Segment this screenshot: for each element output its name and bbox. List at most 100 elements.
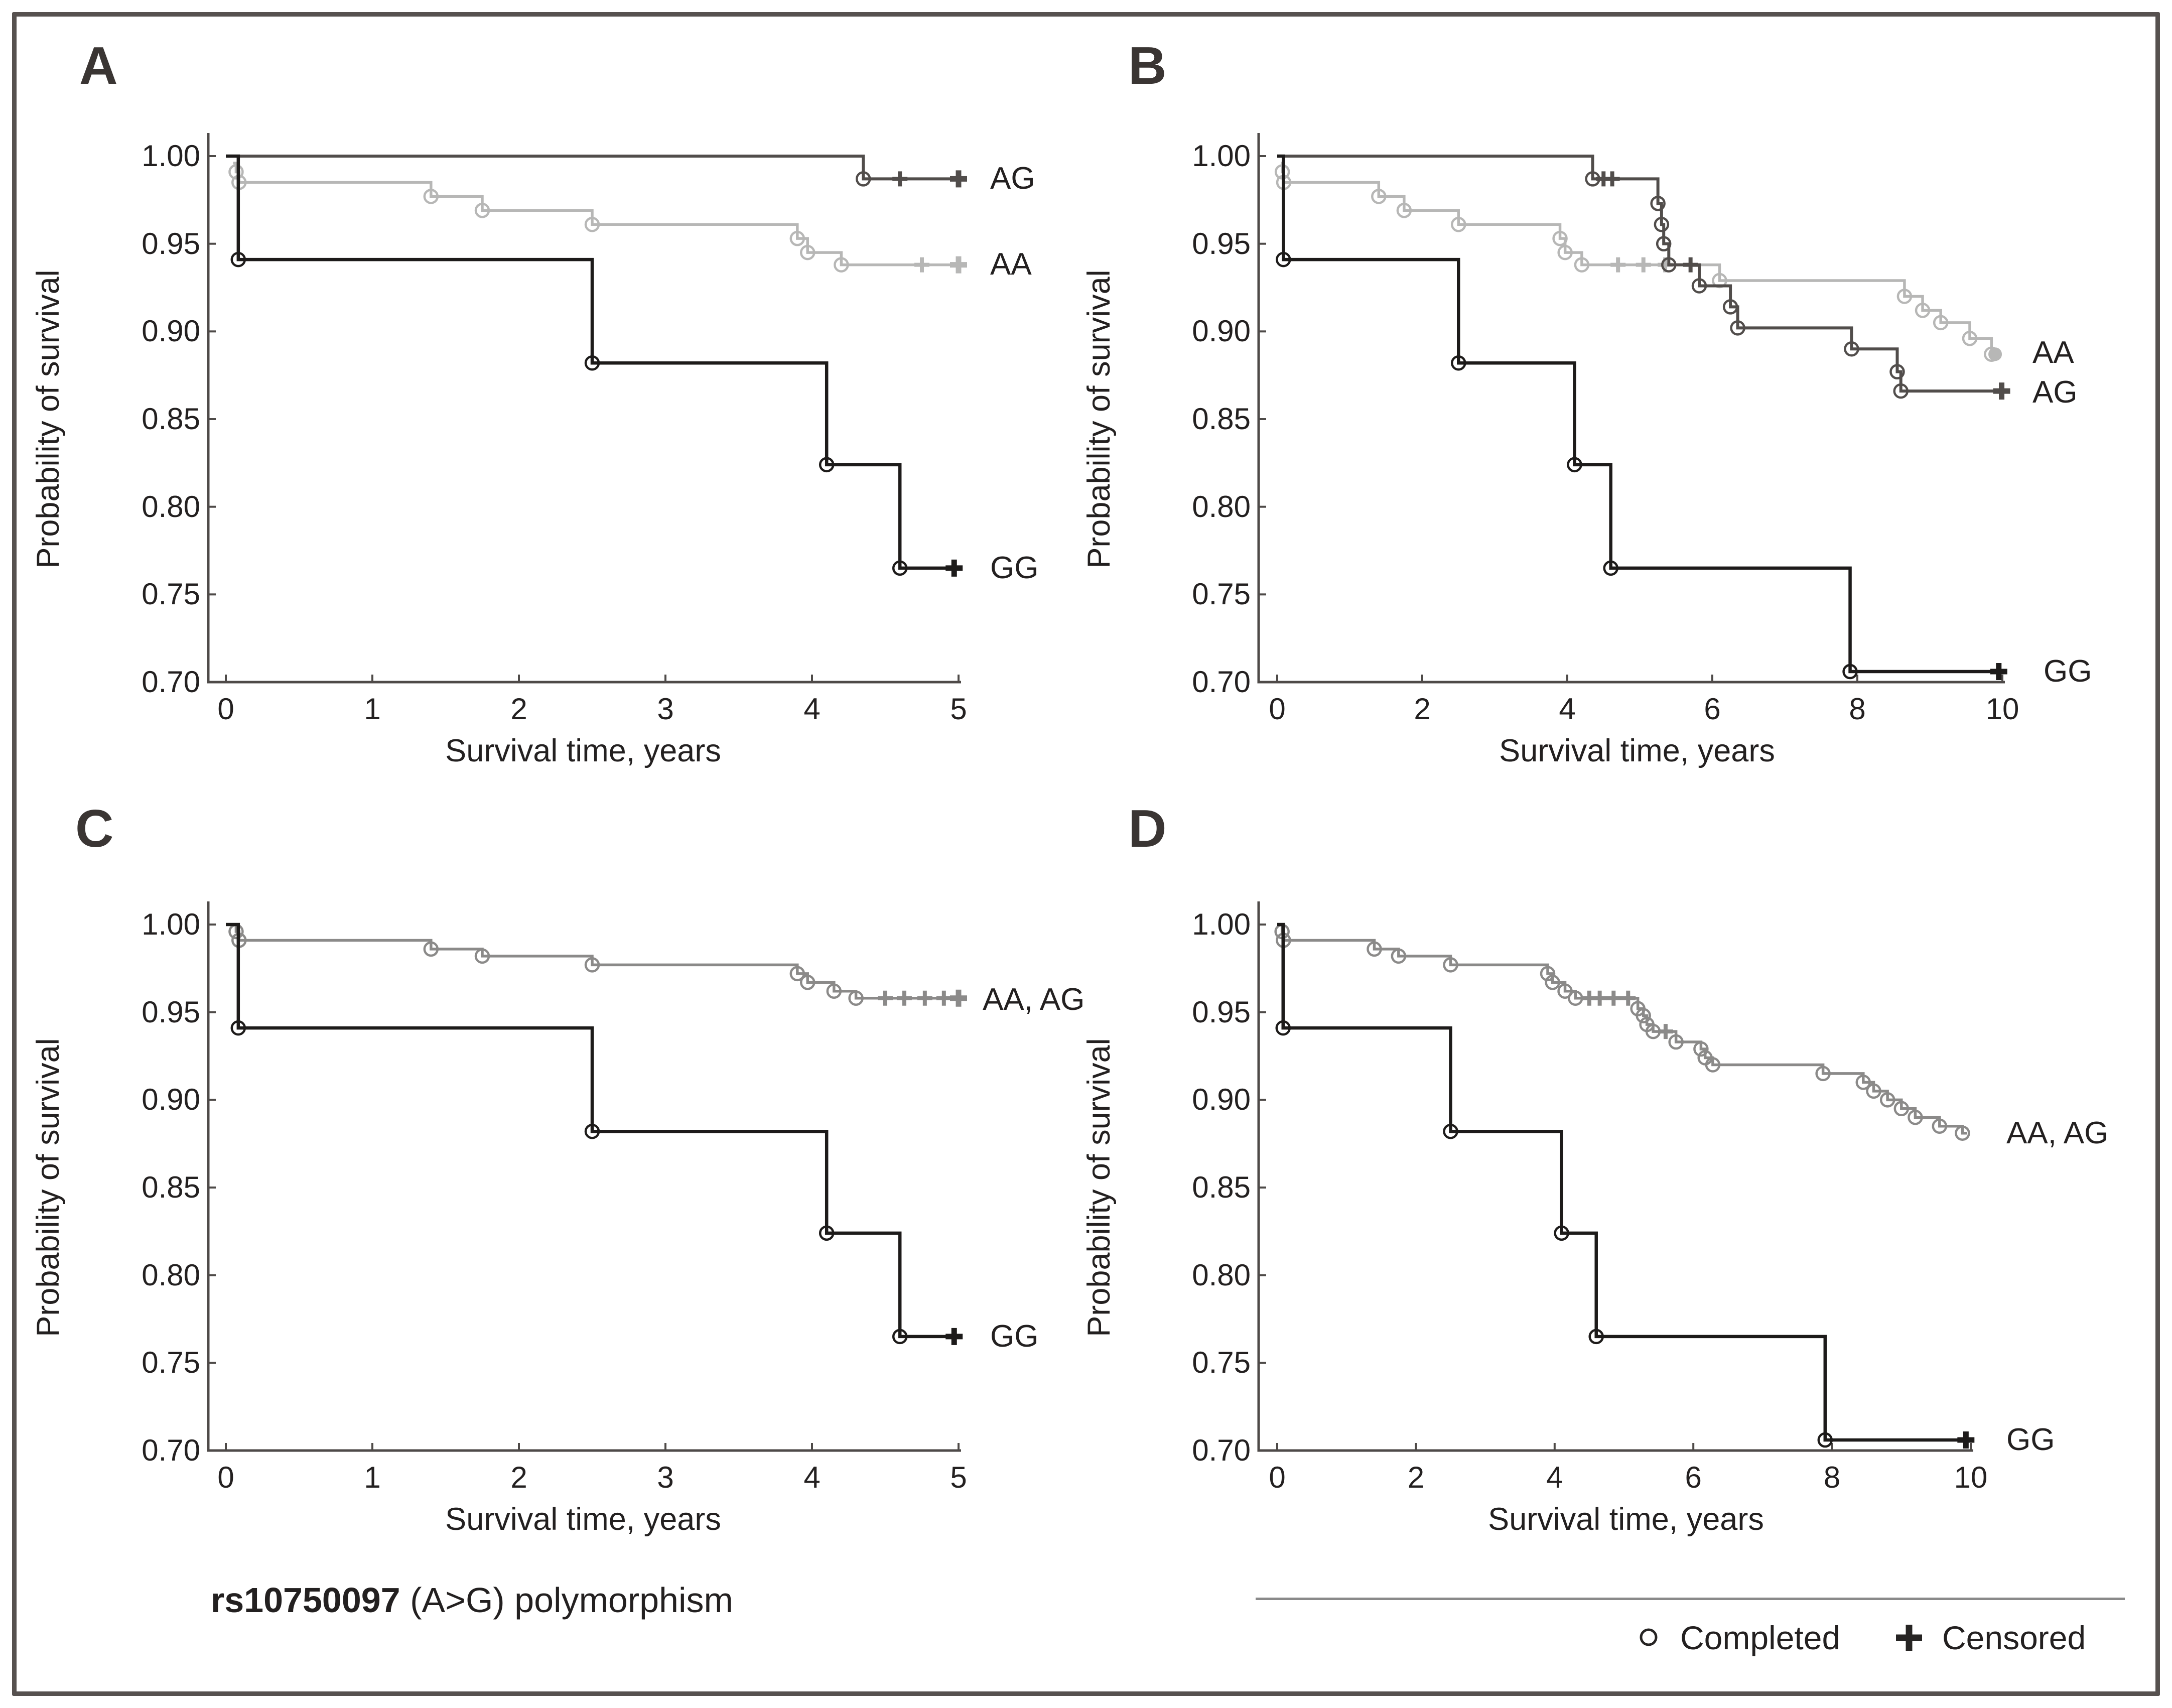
panel-d-plot xyxy=(1257,901,1975,1452)
x-tick-label: 4 xyxy=(1546,1461,1563,1494)
event-marker xyxy=(892,1329,908,1345)
event-marker xyxy=(1451,355,1466,371)
event-marker xyxy=(1962,331,1978,346)
y-tick-label: 0.90 xyxy=(142,1083,200,1117)
y-tick-label: 0.80 xyxy=(1192,489,1251,523)
curve-end-plus-marker xyxy=(950,170,967,188)
x-tick-label: 0 xyxy=(1269,1461,1286,1494)
x-axis-title-c: Survival time, years xyxy=(445,1502,721,1537)
censor-marker xyxy=(878,990,893,1006)
axis-lines xyxy=(207,133,961,684)
event-marker xyxy=(230,251,246,268)
panel-c-plot xyxy=(207,901,967,1452)
x-tick-label: 2 xyxy=(1407,1461,1425,1494)
y-tick-label: 0.95 xyxy=(142,226,200,260)
event-marker xyxy=(1275,1020,1291,1036)
event-marker xyxy=(230,1020,246,1036)
event-marker xyxy=(1693,1041,1709,1057)
curve-end-plus-marker xyxy=(945,1328,963,1345)
event-marker xyxy=(1817,1432,1833,1448)
x-tick-label: 4 xyxy=(803,1461,821,1494)
event-marker xyxy=(1557,244,1573,260)
x-axis-title-b: Survival time, years xyxy=(1499,733,1775,768)
y-axis-title-a: Probability of survival xyxy=(31,270,66,569)
completed-circle-icon xyxy=(1640,1628,1658,1646)
event-marker xyxy=(1554,1225,1569,1241)
x-tick-label: 0 xyxy=(1269,692,1286,726)
event-marker xyxy=(1893,383,1909,399)
x-tick-label: 0 xyxy=(217,1461,234,1494)
y-tick-label: 0.80 xyxy=(142,1258,200,1292)
curve-end-plus-marker xyxy=(950,989,967,1007)
x-tick-label: 2 xyxy=(1414,692,1431,726)
series-label-d-aaag: AA, AG xyxy=(2006,1116,2109,1150)
censor-marker xyxy=(892,171,908,187)
y-tick-label: 1.00 xyxy=(1192,907,1251,941)
survival-curve-aa xyxy=(1281,162,1995,356)
y-tick-label: 1.00 xyxy=(142,907,200,941)
event-marker xyxy=(1588,1329,1604,1345)
panel-a-plot xyxy=(207,133,967,684)
event-marker xyxy=(1866,1083,1881,1099)
x-tick-label: 4 xyxy=(803,692,821,726)
censor-marker xyxy=(936,990,952,1006)
event-marker xyxy=(848,990,864,1006)
event-marker xyxy=(1842,664,1858,680)
event-marker xyxy=(1540,966,1556,982)
event-marker xyxy=(819,457,835,473)
event-marker xyxy=(1855,1075,1871,1090)
x-tick-label: 6 xyxy=(1704,692,1721,726)
censored-plus-icon xyxy=(1896,1625,1922,1651)
event-marker xyxy=(584,957,600,973)
survival-curve-gg xyxy=(226,154,955,570)
legend-censored-label: Censored xyxy=(1942,1619,2086,1656)
y-axis-title-d: Probability of survival xyxy=(1081,1038,1117,1337)
censor-marker xyxy=(896,990,912,1006)
legend-divider-line xyxy=(1256,1598,2125,1600)
survival-curve-aaag xyxy=(233,923,959,1000)
x-tick-label: 1 xyxy=(364,1461,381,1494)
censor-marker xyxy=(1636,257,1651,273)
event-marker xyxy=(1557,983,1573,999)
x-tick-label: 10 xyxy=(1954,1461,1988,1494)
event-marker xyxy=(789,230,805,246)
censor-marker xyxy=(914,257,929,273)
y-axis-title-c: Probability of survival xyxy=(31,1038,66,1337)
survival-curve-ag xyxy=(1277,155,2002,393)
curve-end-plus-marker xyxy=(1993,382,2010,400)
event-marker xyxy=(1722,299,1738,315)
survival-curve-gg xyxy=(1277,154,1999,674)
panel-b-plot xyxy=(1257,133,2010,684)
event-marker xyxy=(423,189,439,204)
y-tick-label: 0.70 xyxy=(142,665,200,699)
event-marker xyxy=(1656,236,1672,251)
series-label-a-aa: AA xyxy=(990,247,1032,282)
event-marker xyxy=(1574,257,1590,273)
event-marker xyxy=(1933,315,1949,331)
y-tick-label: 0.75 xyxy=(142,577,200,611)
event-marker xyxy=(1391,948,1407,964)
y-tick-label: 1.00 xyxy=(142,139,200,173)
series-label-b-gg: GG xyxy=(2044,654,2092,689)
x-tick-label: 8 xyxy=(1849,692,1866,726)
panel-label-d: D xyxy=(1128,799,1167,858)
event-marker xyxy=(1668,1034,1684,1050)
axis-lines xyxy=(1257,133,2005,684)
x-tick-label: 5 xyxy=(950,692,967,726)
event-marker xyxy=(819,1225,835,1241)
x-tick-label: 3 xyxy=(657,1461,674,1494)
event-marker xyxy=(1932,1118,1948,1134)
event-marker xyxy=(799,244,816,260)
event-marker xyxy=(1545,975,1560,990)
event-marker xyxy=(584,355,600,371)
series-label-a-ag: AG xyxy=(990,161,1035,196)
event-marker xyxy=(826,983,842,999)
series-label-a-gg: GG xyxy=(990,551,1039,585)
x-tick-label: 3 xyxy=(657,692,674,726)
event-marker xyxy=(1815,1066,1831,1082)
event-marker xyxy=(1443,1123,1458,1139)
curve-end-plus-marker xyxy=(1990,663,2007,681)
x-tick-label: 5 xyxy=(950,1461,967,1494)
event-marker xyxy=(1844,341,1859,357)
